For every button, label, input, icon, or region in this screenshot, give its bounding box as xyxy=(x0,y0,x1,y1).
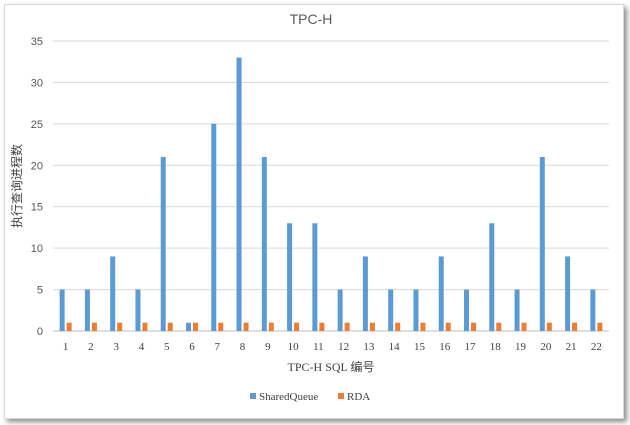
bar-sharedqueue-16 xyxy=(438,256,444,331)
bar-sharedqueue-22 xyxy=(590,289,596,331)
bar-sharedqueue-17 xyxy=(464,289,469,331)
bar-rda-15 xyxy=(420,322,426,331)
y-tick-label: 30 xyxy=(31,77,43,89)
bar-sharedqueue-3 xyxy=(110,256,116,331)
chart-frame xyxy=(4,4,624,419)
x-tick-label: 1 xyxy=(63,341,69,353)
x-tick-label: 8 xyxy=(240,341,246,353)
bars xyxy=(59,57,603,331)
y-tick-label: 35 xyxy=(31,36,43,48)
x-tick-label: 17 xyxy=(465,341,477,353)
bar-sharedqueue-20 xyxy=(539,157,545,331)
bar-sharedqueue-18 xyxy=(489,223,495,331)
legend-swatch-sharedqueue xyxy=(250,393,256,399)
bar-rda-12 xyxy=(344,322,350,331)
y-tick-label: 5 xyxy=(37,285,43,297)
bar-sharedqueue-5 xyxy=(160,157,166,331)
bar-rda-9 xyxy=(268,322,274,331)
bar-rda-19 xyxy=(521,322,527,331)
bar-sharedqueue-11 xyxy=(312,223,318,331)
x-tick-label: 16 xyxy=(439,341,451,353)
legend: SharedQueue RDA xyxy=(250,391,370,403)
x-tick-label: 3 xyxy=(113,341,119,353)
x-tick-label: 13 xyxy=(363,341,375,353)
bar-sharedqueue-7 xyxy=(211,123,217,331)
bar-rda-8 xyxy=(243,322,249,331)
x-tick-label: 5 xyxy=(164,341,170,353)
y-tick-label: 15 xyxy=(31,202,43,214)
y-tick-label: 20 xyxy=(31,160,43,172)
bar-rda-22 xyxy=(597,322,603,331)
y-tick-label: 10 xyxy=(31,243,43,255)
x-tick-label: 11 xyxy=(313,341,324,353)
x-tick-label: 6 xyxy=(189,341,195,353)
x-tick-label: 22 xyxy=(591,341,602,353)
bar-sharedqueue-12 xyxy=(337,289,343,331)
bar-rda-21 xyxy=(572,322,578,331)
x-tick-label: 20 xyxy=(540,341,552,353)
bar-sharedqueue-4 xyxy=(135,289,141,331)
x-tick-label: 4 xyxy=(139,341,145,353)
y-tick-label: 0 xyxy=(37,326,43,338)
y-tick-label: 25 xyxy=(31,119,43,131)
x-tick-label: 12 xyxy=(338,341,349,353)
x-tick-label: 10 xyxy=(288,341,300,353)
bar-rda-2 xyxy=(91,322,97,331)
bar-rda-5 xyxy=(167,322,173,331)
x-axis-label: TPC-H SQL 编号 xyxy=(288,359,375,374)
bar-rda-16 xyxy=(445,322,451,331)
bar-rda-1 xyxy=(66,322,72,331)
x-tick-label: 2 xyxy=(88,341,94,353)
bar-sharedqueue-1 xyxy=(59,289,65,331)
x-tick-label: 7 xyxy=(215,341,221,353)
bar-rda-6 xyxy=(193,322,198,331)
bar-rda-14 xyxy=(395,322,401,331)
bar-sharedqueue-15 xyxy=(413,289,419,331)
bar-rda-4 xyxy=(142,322,148,331)
x-tick-label: 9 xyxy=(265,341,271,353)
bar-sharedqueue-21 xyxy=(565,256,571,331)
legend-swatch-rda xyxy=(338,393,344,399)
bar-rda-10 xyxy=(294,322,300,331)
x-tick-label: 18 xyxy=(490,341,502,353)
bar-sharedqueue-2 xyxy=(84,289,90,331)
bar-sharedqueue-10 xyxy=(287,223,293,331)
x-tick-label: 15 xyxy=(414,341,426,353)
bar-rda-11 xyxy=(319,322,325,331)
bar-rda-18 xyxy=(496,322,502,331)
x-tick-label: 14 xyxy=(389,341,401,353)
x-tick-label: 19 xyxy=(515,341,527,353)
bar-sharedqueue-13 xyxy=(362,256,368,331)
bar-sharedqueue-14 xyxy=(388,289,394,331)
bar-rda-17 xyxy=(471,322,476,331)
y-axis-label: 执行查询进程数 xyxy=(9,144,24,228)
gridlines xyxy=(53,40,609,332)
bar-sharedqueue-9 xyxy=(261,157,267,331)
legend-label-rda: RDA xyxy=(347,391,370,403)
bar-rda-20 xyxy=(546,322,552,331)
x-tick-labels: 1 2 3 4 5 6 7 8 9 10 11 12 13 14 15 16 17 18 19 20 21 22 xyxy=(63,341,602,353)
bar-rda-13 xyxy=(369,322,375,331)
bar-sharedqueue-19 xyxy=(514,289,520,331)
bar-rda-3 xyxy=(117,322,123,331)
bar-sharedqueue-6 xyxy=(186,322,191,331)
legend-label-sharedqueue: SharedQueue xyxy=(259,391,318,403)
y-tick-labels: 0 5 10 15 20 25 30 35 xyxy=(31,36,43,338)
bar-rda-7 xyxy=(218,322,224,331)
chart-title: TPC-H xyxy=(290,11,333,27)
bar-sharedqueue-8 xyxy=(236,57,242,331)
x-tick-label: 21 xyxy=(566,341,577,353)
